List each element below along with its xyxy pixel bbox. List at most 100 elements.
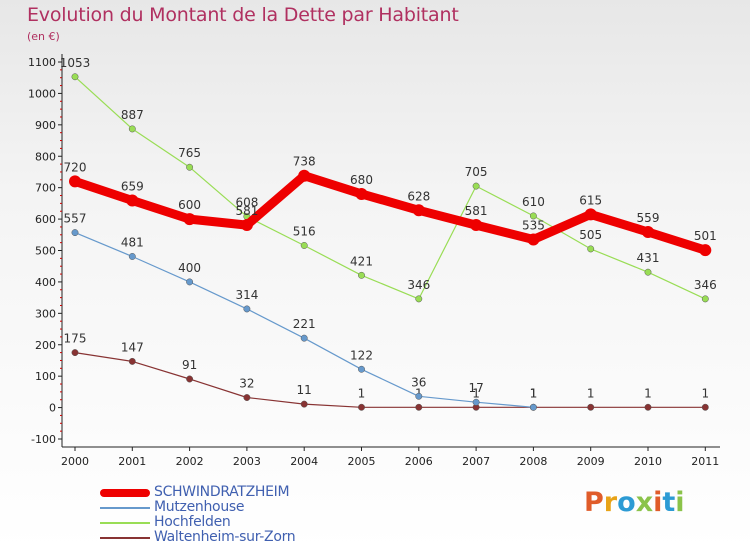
data-label-waltenheim-sur-zorn: 1 [530, 386, 538, 400]
data-label-hochfelden: 608 [235, 196, 258, 210]
data-label-mutzenhouse: 314 [235, 288, 258, 302]
y-tick-label: 900 [35, 119, 56, 132]
legend: SCHWINDRATZHEIM Mutzenhouse Hochfelden W… [100, 484, 420, 545]
y-tick-label: 300 [35, 307, 56, 320]
x-tick-label: 2001 [118, 455, 146, 468]
data-label-waltenheim-sur-zorn: 32 [239, 377, 254, 391]
data-label-hochfelden: 705 [465, 165, 488, 179]
x-tick-label: 2009 [577, 455, 605, 468]
data-point-mutzenhouse [415, 392, 423, 400]
data-point-hochfelden [529, 212, 537, 220]
data-label-schwindratzheim: 680 [350, 173, 373, 187]
data-label-schwindratzheim: 628 [407, 189, 430, 203]
data-label-hochfelden: 610 [522, 195, 545, 209]
x-tick-label: 2011 [691, 455, 719, 468]
legend-label-hochfelden: Hochfelden [154, 514, 231, 530]
y-tick-label: 100 [35, 370, 56, 383]
data-point-hochfelden [472, 182, 480, 190]
series-line-hochfelden [74, 76, 706, 300]
data-label-schwindratzheim: 738 [293, 155, 316, 169]
legend-item-waltenheim: Waltenheim-sur-Zorn [100, 529, 420, 545]
x-tick-label: 2000 [61, 455, 89, 468]
data-point-schwindratzheim [183, 213, 196, 226]
data-label-mutzenhouse: 17 [468, 381, 483, 395]
data-label-waltenheim-sur-zorn: 1 [587, 386, 595, 400]
data-point-schwindratzheim [584, 208, 597, 221]
y-tick-label: 200 [35, 339, 56, 352]
data-point-hochfelden [415, 295, 423, 303]
x-tick-label: 2005 [348, 455, 376, 468]
data-point-waltenheim-sur-zorn [587, 403, 595, 411]
data-label-hochfelden: 421 [350, 254, 373, 268]
data-point-hochfelden [587, 245, 595, 253]
data-point-mutzenhouse [358, 365, 365, 373]
legend-swatch-hochfelden [100, 522, 150, 524]
data-point-schwindratzheim [240, 219, 253, 232]
data-point-waltenheim-sur-zorn [186, 375, 194, 383]
logo-letter: t [662, 487, 676, 518]
proxiti-logo: Proxiti [584, 487, 685, 518]
data-label-waltenheim-sur-zorn: 1 [358, 386, 366, 400]
data-label-hochfelden: 765 [178, 146, 201, 160]
chart-subtitle: (en €) [27, 30, 60, 43]
data-label-mutzenhouse: 221 [293, 317, 316, 331]
x-tick-label: 2010 [634, 455, 662, 468]
data-label-waltenheim-sur-zorn: 175 [64, 332, 87, 346]
data-point-mutzenhouse [300, 334, 308, 342]
data-point-waltenheim-sur-zorn [128, 357, 136, 365]
y-tick-label: 700 [35, 182, 56, 195]
data-label-schwindratzheim: 581 [235, 204, 258, 218]
x-tick-label: 2006 [405, 455, 433, 468]
data-label-waltenheim-sur-zorn: 1 [701, 386, 709, 400]
y-tick-label: 800 [35, 150, 56, 163]
data-point-waltenheim-sur-zorn [243, 394, 251, 401]
y-tick-label: 1100 [28, 56, 56, 69]
data-label-waltenheim-sur-zorn: 1 [472, 386, 480, 400]
data-point-waltenheim-sur-zorn [415, 403, 423, 411]
data-point-schwindratzheim [355, 187, 368, 200]
legend-label-schwindratzheim: SCHWINDRATZHEIM [154, 484, 290, 500]
data-label-schwindratzheim: 535 [522, 219, 545, 233]
data-label-hochfelden: 505 [579, 228, 602, 242]
legend-label-waltenheim: Waltenheim-sur-Zorn [154, 529, 296, 545]
logo-letter: r [603, 487, 618, 518]
legend-swatch-waltenheim [100, 537, 150, 539]
legend-swatch-mutzenhouse [100, 507, 150, 509]
legend-item-mutzenhouse: Mutzenhouse [100, 499, 420, 515]
series-line-waltenheim-sur-zorn [74, 352, 706, 408]
logo-letter: P [584, 487, 604, 518]
data-label-mutzenhouse: 1 [530, 386, 538, 400]
data-point-schwindratzheim [126, 194, 139, 207]
logo-letter: i [675, 487, 685, 518]
data-point-waltenheim-sur-zorn [644, 403, 652, 411]
data-label-waltenheim-sur-zorn: 1 [644, 386, 652, 400]
y-tick-label: 0 [49, 402, 56, 415]
data-point-schwindratzheim [412, 204, 425, 217]
y-tick-label: 400 [35, 276, 56, 289]
logo-letter: o [617, 487, 636, 518]
data-label-schwindratzheim: 501 [694, 229, 717, 243]
data-point-schwindratzheim [298, 169, 311, 182]
data-point-hochfelden [71, 73, 79, 81]
x-tick-label: 2004 [290, 455, 318, 468]
data-point-schwindratzheim [642, 225, 654, 238]
data-label-hochfelden: 346 [407, 278, 430, 292]
y-tick-label: 1000 [28, 87, 56, 100]
x-tick-label: 2002 [176, 455, 204, 468]
data-point-hochfelden [186, 163, 194, 171]
data-label-hochfelden: 887 [121, 108, 144, 122]
data-point-schwindratzheim [69, 175, 81, 188]
data-point-mutzenhouse [243, 305, 251, 313]
data-point-waltenheim-sur-zorn [300, 400, 308, 408]
legend-item-hochfelden: Hochfelden [100, 514, 420, 530]
data-label-hochfelden: 1053 [60, 56, 91, 70]
series-line-schwindratzheim [70, 171, 710, 255]
data-point-mutzenhouse [186, 278, 194, 286]
logo-letter: x [635, 487, 654, 518]
x-tick-label: 2003 [233, 455, 261, 468]
data-label-schwindratzheim: 615 [579, 193, 602, 207]
data-point-waltenheim-sur-zorn [358, 403, 365, 411]
data-point-mutzenhouse [472, 398, 480, 406]
